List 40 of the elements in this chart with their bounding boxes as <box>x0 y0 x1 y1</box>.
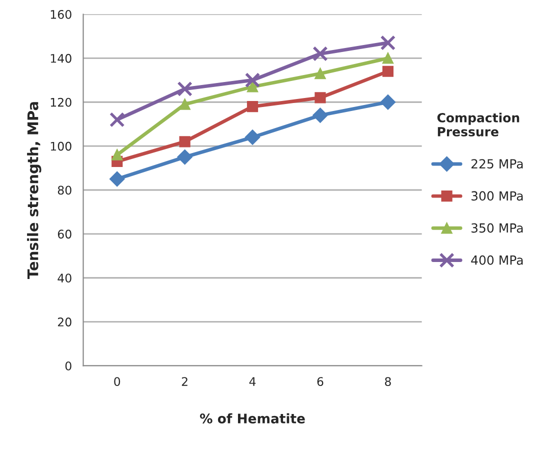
point <box>179 136 190 148</box>
legend-label: 225 MPa <box>471 159 523 169</box>
x-tick-label: 0 <box>114 377 120 386</box>
point <box>380 94 396 110</box>
point <box>382 52 394 64</box>
y-axis-title: Tensile strength, MPa <box>27 102 42 279</box>
point <box>110 171 125 187</box>
point <box>314 68 326 80</box>
point <box>177 149 192 165</box>
point <box>380 35 396 50</box>
point <box>382 66 394 77</box>
x-tick-label: 6 <box>317 377 324 386</box>
point <box>177 81 192 97</box>
y-tick-label: 100 <box>50 142 72 151</box>
point <box>244 72 260 88</box>
x-axis-title: % of Hematite <box>200 413 305 424</box>
y-tick-label: 160 <box>50 10 72 19</box>
point <box>314 92 326 104</box>
y-tick-label: 0 <box>65 361 72 370</box>
point <box>246 100 258 112</box>
point <box>112 149 123 160</box>
y-tick-label: 140 <box>50 54 72 63</box>
y-tick-label: 20 <box>58 318 72 326</box>
legend-label: 400 MPa <box>471 255 523 265</box>
point <box>179 98 190 110</box>
legend-label: 300 MPa <box>472 191 523 201</box>
y-tick-label: 40 <box>58 274 72 283</box>
x-tick-label: 8 <box>384 377 391 386</box>
point <box>312 46 328 62</box>
x-tick-label: 2 <box>182 377 188 386</box>
point <box>109 112 125 128</box>
legend-title: Compaction Pressure <box>437 112 520 136</box>
y-tick-label: 120 <box>50 98 72 107</box>
legend-label: 350 MPa <box>472 223 523 233</box>
point <box>244 130 260 145</box>
x-tick-label: 4 <box>249 377 256 386</box>
y-tick-label: 60 <box>58 230 72 239</box>
y-tick-label: 80 <box>58 186 72 195</box>
point <box>246 81 258 92</box>
point <box>312 108 328 123</box>
